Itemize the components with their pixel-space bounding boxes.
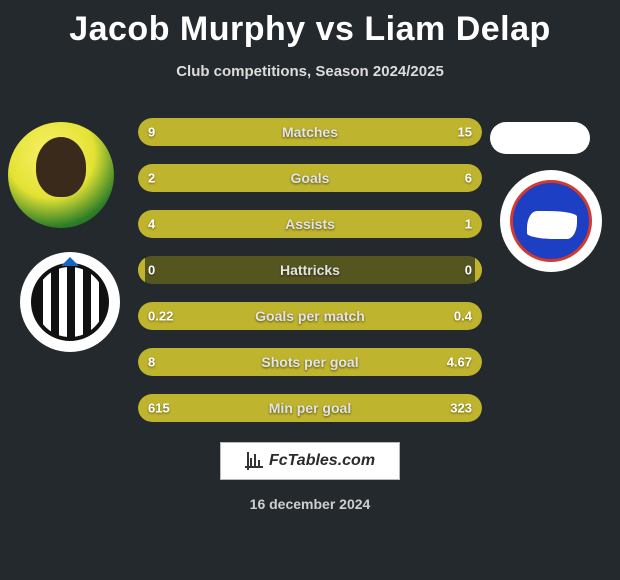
stat-value-right: 15 [458, 125, 472, 140]
stat-value-right: 6 [465, 171, 472, 186]
stat-value-left: 0.22 [148, 309, 173, 324]
newcastle-crest-icon [31, 263, 109, 341]
date-text: 16 december 2024 [0, 496, 620, 512]
stat-value-left: 0 [148, 263, 155, 278]
stat-bar-right [262, 302, 482, 330]
stat-bar-right [241, 164, 482, 192]
ipswich-crest-icon [510, 180, 592, 262]
player2-avatar-placeholder [490, 122, 590, 154]
stat-bar-left [138, 348, 351, 376]
player1-club-crest [20, 252, 120, 352]
stat-row: 26Goals [138, 164, 482, 192]
player2-club-crest [500, 170, 602, 272]
stat-bar-left [138, 118, 276, 146]
stat-value-right: 0 [465, 263, 472, 278]
stat-value-right: 1 [465, 217, 472, 232]
page-title: Jacob Murphy vs Liam Delap [0, 0, 620, 49]
brand-name: FcTables.com [269, 452, 375, 470]
stat-bar-right [475, 256, 482, 284]
bar-chart-icon [245, 452, 263, 470]
stat-bar-left [138, 210, 413, 238]
stat-row: 915Matches [138, 118, 482, 146]
stat-label: Hattricks [138, 262, 482, 278]
stat-row: 0 0Hattricks [138, 256, 482, 284]
stat-value-right: 323 [450, 401, 472, 416]
stat-value-left: 2 [148, 171, 155, 186]
stat-row: 615323Min per goal [138, 394, 482, 422]
stat-row: 0.220.4Goals per match [138, 302, 482, 330]
stat-bar-left [138, 256, 145, 284]
stat-bar-right [276, 118, 482, 146]
stat-value-left: 9 [148, 125, 155, 140]
stat-value-right: 4.67 [447, 355, 472, 370]
comparison-bars: 915Matches26Goals41Assists00Hattricks0.2… [138, 118, 482, 422]
stat-row: 84.67Shots per goal [138, 348, 482, 376]
player1-avatar [8, 122, 114, 228]
stat-value-left: 8 [148, 355, 155, 370]
brand-logo: FcTables.com [220, 442, 400, 480]
stat-value-left: 4 [148, 217, 155, 232]
stat-value-right: 0.4 [454, 309, 472, 324]
subtitle: Club competitions, Season 2024/2025 [0, 63, 620, 80]
stat-row: 41Assists [138, 210, 482, 238]
stat-value-left: 615 [148, 401, 170, 416]
stat-bar-left [138, 394, 358, 422]
